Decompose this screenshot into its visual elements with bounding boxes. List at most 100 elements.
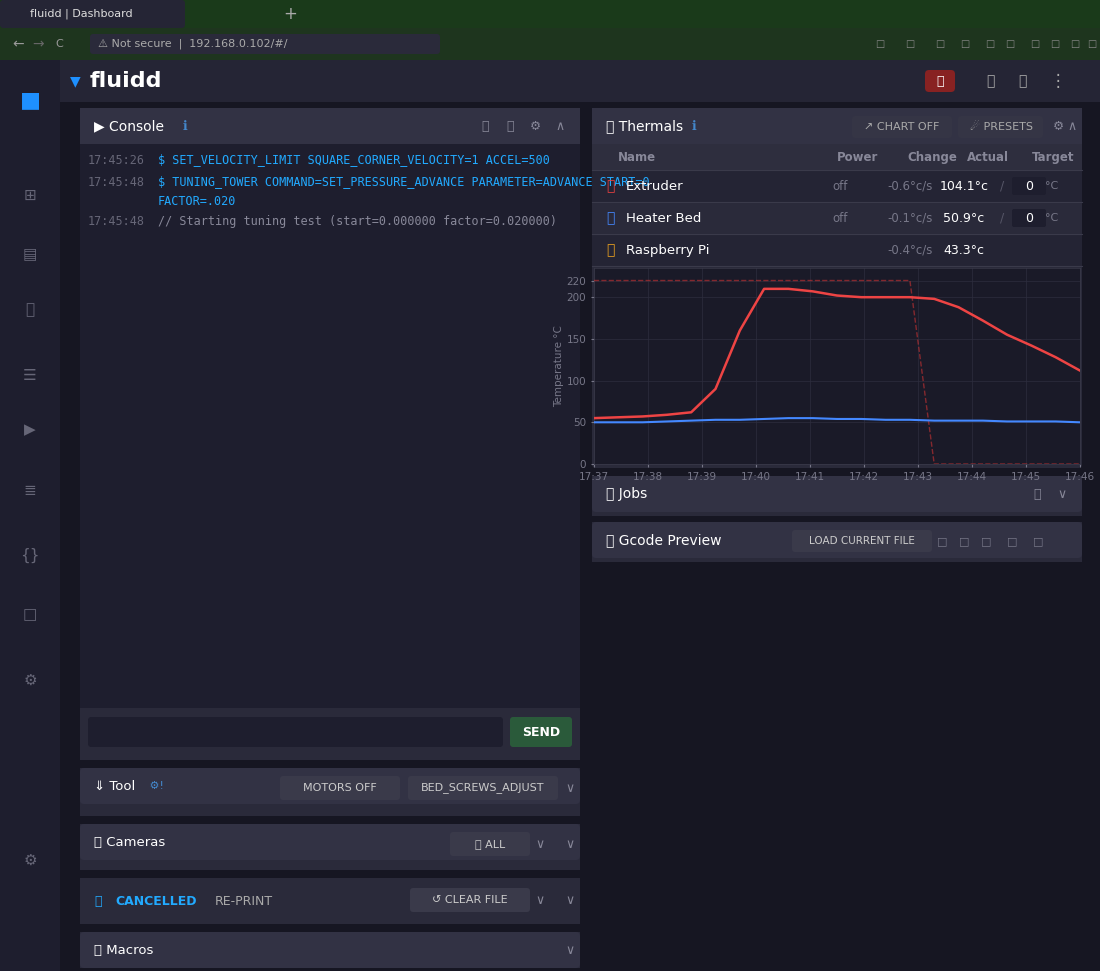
Text: Extruder: Extruder: [626, 180, 683, 192]
Text: □: □: [1005, 39, 1014, 49]
Text: 50.9°c: 50.9°c: [944, 212, 984, 224]
Text: Heater Bed: Heater Bed: [626, 212, 702, 224]
Text: FACTOR=.020: FACTOR=.020: [158, 194, 236, 208]
Bar: [0, 0, 1100, 28]
Text: BED_SCREWS_ADJUST: BED_SCREWS_ADJUST: [421, 783, 544, 793]
Text: $ SET_VELOCITY_LIMIT SQUARE_CORNER_VELOCITY=1 ACCEL=500: $ SET_VELOCITY_LIMIT SQUARE_CORNER_VELOC…: [158, 153, 550, 166]
Text: ⚙: ⚙: [23, 853, 36, 867]
Text: LOAD CURRENT FILE: LOAD CURRENT FILE: [810, 536, 915, 546]
Text: ⚙!: ⚙!: [146, 781, 164, 791]
FancyBboxPatch shape: [1012, 209, 1046, 227]
Text: □: □: [1070, 39, 1079, 49]
Text: ⚙: ⚙: [1053, 119, 1064, 132]
Text: SEND: SEND: [521, 725, 560, 739]
Text: ▲: ▲: [25, 95, 34, 105]
Text: °C: °C: [1045, 181, 1058, 191]
FancyBboxPatch shape: [592, 108, 1082, 468]
Text: ▤: ▤: [23, 248, 37, 262]
Text: -0.1°c/s: -0.1°c/s: [888, 212, 933, 224]
Y-axis label: Temperature °C: Temperature °C: [553, 325, 564, 407]
Text: ℹ: ℹ: [179, 119, 188, 132]
Text: □: □: [905, 39, 914, 49]
Text: /: /: [1000, 212, 1004, 224]
Text: □: □: [23, 608, 37, 622]
Text: ∨: ∨: [565, 782, 574, 794]
Text: ⛶: ⛶: [1033, 487, 1041, 500]
Text: □: □: [1050, 39, 1059, 49]
Text: C: C: [55, 39, 63, 49]
Text: Name: Name: [618, 151, 656, 163]
FancyBboxPatch shape: [450, 832, 530, 856]
Bar: [80, 932, 580, 968]
Bar: [80, 878, 580, 924]
FancyBboxPatch shape: [80, 932, 580, 968]
Bar: [80, 824, 580, 870]
Text: 📦 Gcode Preview: 📦 Gcode Preview: [606, 533, 722, 547]
Text: ↗ CHART OFF: ↗ CHART OFF: [865, 122, 939, 132]
FancyBboxPatch shape: [1012, 177, 1046, 195]
FancyBboxPatch shape: [592, 476, 1082, 512]
FancyBboxPatch shape: [592, 108, 1082, 144]
Bar: [592, 144, 1082, 170]
FancyBboxPatch shape: [80, 824, 580, 860]
Bar: [0, 28, 1100, 60]
Text: +: +: [283, 5, 297, 23]
Text: ⛶: ⛶: [482, 119, 488, 132]
Bar: [80, 144, 580, 708]
Text: ←: ←: [12, 37, 23, 51]
Bar: [592, 108, 1082, 144]
FancyBboxPatch shape: [80, 768, 580, 816]
Text: ☄ PRESETS: ☄ PRESETS: [969, 122, 1033, 132]
FancyBboxPatch shape: [925, 70, 955, 92]
Bar: [80, 708, 580, 760]
Bar: [80, 108, 580, 144]
Text: 17:45:48: 17:45:48: [88, 215, 145, 227]
Text: ☰: ☰: [23, 367, 36, 383]
Text: 43.3°c: 43.3°c: [944, 244, 984, 256]
FancyBboxPatch shape: [592, 522, 1082, 562]
Text: // Starting tuning test (start=0.000000 factor=0.020000): // Starting tuning test (start=0.000000 …: [158, 215, 557, 227]
Text: MOTORS OFF: MOTORS OFF: [304, 783, 377, 793]
Text: ⇓ Tool: ⇓ Tool: [94, 780, 135, 792]
Text: ⚙: ⚙: [529, 119, 540, 132]
Text: □: □: [1031, 39, 1040, 49]
Text: °C: °C: [1045, 213, 1058, 223]
Text: ∨: ∨: [1057, 487, 1067, 500]
Text: ▶ Console: ▶ Console: [94, 119, 164, 133]
Text: ↺ CLEAR FILE: ↺ CLEAR FILE: [432, 895, 508, 905]
Text: 🔔: 🔔: [986, 74, 994, 88]
FancyBboxPatch shape: [510, 717, 572, 747]
Text: 0: 0: [1025, 212, 1033, 224]
Text: ∧: ∧: [1067, 119, 1077, 132]
FancyBboxPatch shape: [958, 116, 1043, 138]
Text: RE-PRINT: RE-PRINT: [214, 894, 273, 908]
Text: □: □: [937, 536, 947, 546]
Text: □: □: [960, 39, 969, 49]
Bar: [60, 102, 1100, 971]
Bar: [80, 768, 580, 816]
FancyBboxPatch shape: [592, 522, 1082, 558]
Text: ▼: ▼: [69, 74, 80, 88]
Text: □: □: [959, 536, 969, 546]
Text: Change: Change: [908, 151, 957, 163]
FancyBboxPatch shape: [0, 0, 185, 28]
Text: ⚙: ⚙: [23, 673, 36, 687]
Text: ■: ■: [20, 90, 41, 110]
Text: ∨: ∨: [565, 838, 574, 851]
FancyBboxPatch shape: [90, 34, 440, 54]
Text: 📷 ALL: 📷 ALL: [475, 839, 505, 849]
Text: fluidd | Dashboard: fluidd | Dashboard: [30, 9, 133, 19]
Text: ∨: ∨: [536, 838, 544, 851]
Text: 🗑: 🗑: [506, 119, 514, 132]
FancyBboxPatch shape: [80, 932, 580, 968]
Text: □: □: [876, 39, 884, 49]
Text: ∨: ∨: [565, 893, 574, 907]
Text: □: □: [1006, 536, 1018, 546]
Bar: [592, 522, 1082, 562]
Text: ≣: ≣: [23, 483, 36, 497]
Text: □: □: [981, 536, 991, 546]
Text: -0.6°c/s: -0.6°c/s: [888, 180, 933, 192]
Text: /: /: [1000, 180, 1004, 192]
Text: 📷 Cameras: 📷 Cameras: [94, 835, 165, 849]
Text: 🔄: 🔄: [94, 894, 101, 908]
